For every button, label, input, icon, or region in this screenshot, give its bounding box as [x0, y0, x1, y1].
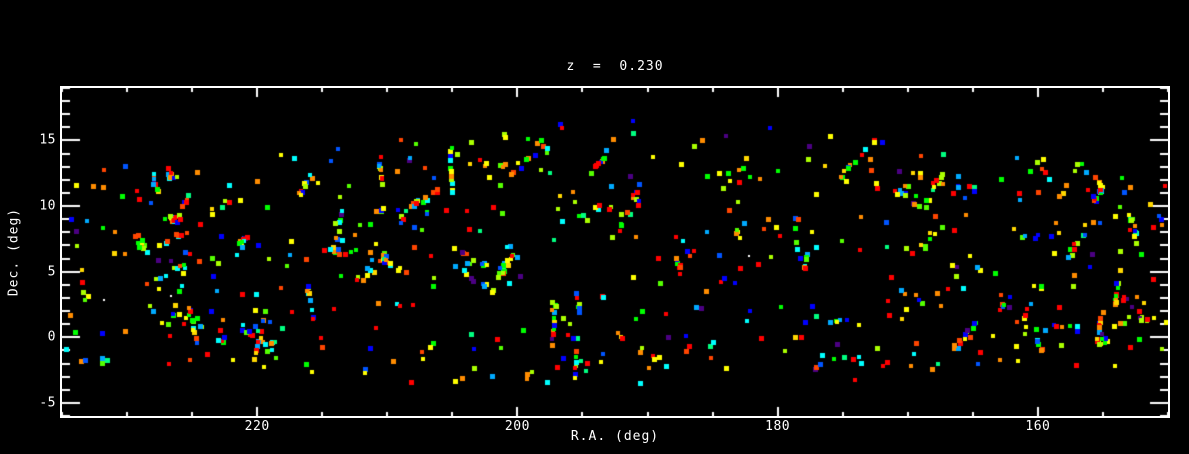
y-tick-label: 0 [47, 329, 56, 345]
chart-title: z = 0.230 [566, 59, 664, 74]
x-tick-label: 160 [1025, 419, 1051, 434]
y-tick-label: 10 [39, 198, 56, 214]
scatter-canvas [62, 88, 1168, 416]
x-tick-label: 200 [504, 419, 530, 434]
x-tick-label: 180 [765, 419, 791, 434]
x-tick-label: 220 [244, 419, 270, 434]
y-tick-label: -5 [39, 395, 56, 411]
x-axis-label: R.A. (deg) [570, 429, 660, 444]
y-tick-label: 5 [47, 264, 56, 280]
plot-area [60, 86, 1170, 418]
y-axis-label: Dec. (deg) [6, 207, 22, 297]
y-tick-label: 15 [39, 132, 56, 148]
